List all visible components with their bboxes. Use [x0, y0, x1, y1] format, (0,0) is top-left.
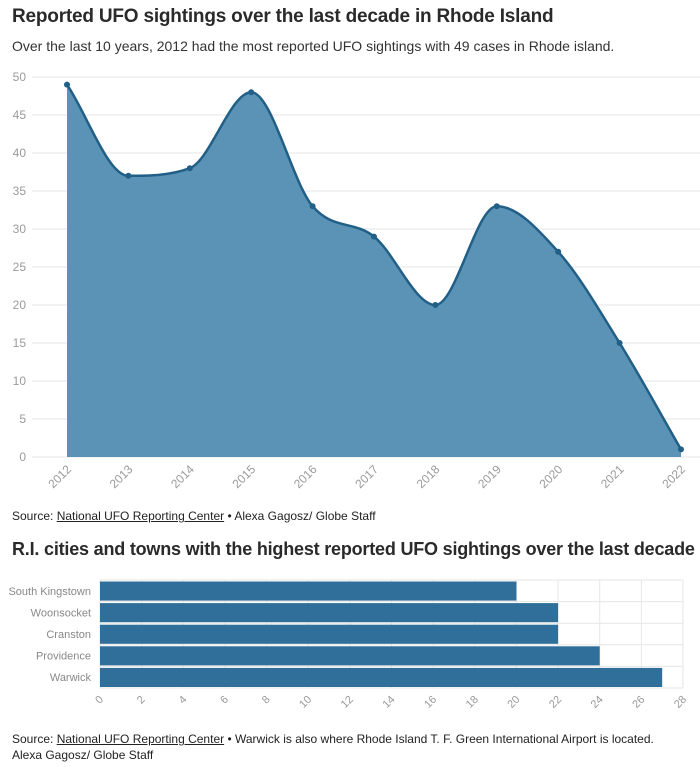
- source-credit: Alexa Gagosz/ Globe Staff: [12, 748, 154, 762]
- bar-woonsocket: [100, 603, 559, 623]
- bar-chart-title: R.I. cities and towns with the highest r…: [12, 539, 695, 559]
- category-label: Warwick: [50, 672, 92, 684]
- y-tick-label: 5: [19, 412, 26, 426]
- chart-title: Reported UFO sightings over the last dec…: [12, 6, 554, 27]
- x-tick-label: 6: [218, 694, 231, 707]
- x-tick-label: 22: [547, 694, 564, 711]
- data-point-2013: [125, 172, 132, 179]
- data-point-2021: [616, 340, 623, 346]
- x-tick-label: 2017: [352, 462, 381, 491]
- source-link[interactable]: National UFO Reporting Center: [56, 509, 225, 523]
- x-tick-label: 0: [93, 694, 106, 707]
- y-tick-label: 25: [13, 260, 27, 274]
- y-tick-label: 40: [13, 146, 27, 160]
- x-tick-label: 20: [505, 694, 522, 711]
- x-tick-label: 28: [672, 694, 689, 711]
- y-tick-label: 45: [13, 108, 27, 122]
- source-note: • Warwick is also where Rhode Island T. …: [224, 732, 654, 746]
- source-credit: • Alexa Gagosz/ Globe Staff: [224, 509, 376, 523]
- series-line: [65, 83, 683, 451]
- source-link[interactable]: National UFO Reporting Center: [56, 732, 225, 746]
- source-line-2: Source: National UFO Reporting Center • …: [12, 731, 654, 763]
- x-tick-label: 12: [339, 694, 356, 711]
- data-point-2022: [678, 446, 684, 453]
- y-tick-label: 30: [13, 222, 27, 236]
- data-point-2012: [64, 81, 70, 88]
- y-tick-label: 0: [19, 450, 26, 464]
- x-tick-label: 2018: [414, 462, 443, 491]
- bar-cranston: [100, 624, 559, 644]
- data-point-2015: [248, 89, 255, 96]
- y-tick-label: 20: [13, 298, 27, 312]
- category-label: Woonsocket: [31, 607, 91, 619]
- area-chart: 0 5 10 15 20 25 30 35 40 45 50 2012 2013 2014 2015 2016…: [13, 70, 700, 491]
- category-label: South Kingstown: [8, 586, 91, 598]
- x-tick-label: 2019: [475, 462, 504, 491]
- x-tick-label: 18: [464, 694, 481, 711]
- data-point-2019: [493, 203, 500, 210]
- x-tick-label: 2013: [107, 462, 136, 491]
- x-tick-label: 2014: [168, 462, 197, 491]
- x-tick-label: 10: [297, 694, 314, 711]
- y-tick-label: 50: [13, 70, 27, 84]
- bar-providence: [100, 646, 600, 666]
- x-tick-label: 2016: [291, 462, 320, 491]
- x-tick-label: 2022: [659, 462, 688, 491]
- x-tick-label: 16: [422, 694, 439, 711]
- x-tick-label: 2020: [537, 462, 566, 491]
- data-point-2020: [555, 248, 562, 255]
- bar-warwick: [100, 667, 663, 687]
- source-prefix: Source:: [12, 732, 57, 746]
- y-tick-label: 35: [13, 184, 27, 198]
- y-tick-label: 10: [13, 374, 27, 388]
- category-label: Providence: [36, 651, 91, 663]
- category-label: Cranston: [46, 629, 91, 641]
- x-tick-label: 24: [589, 694, 606, 711]
- y-tick-label: 15: [13, 336, 27, 350]
- x-tick-label: 8: [260, 694, 273, 707]
- area-fill: [67, 84, 681, 457]
- bar-south-kingstown: [100, 581, 517, 601]
- x-tick-label: 2015: [230, 462, 259, 491]
- data-point-2018: [432, 302, 439, 308]
- source-line-1: Source: National UFO Reporting Center • …: [12, 509, 376, 523]
- data-point-2016: [309, 203, 316, 210]
- source-prefix: Source:: [12, 509, 57, 523]
- data-point-2014: [186, 165, 193, 172]
- bar-chart: South Kingstown Woonsocket Cranston Provide…: [8, 579, 689, 711]
- x-tick-label: 4: [177, 694, 190, 707]
- x-tick-label: 2012: [45, 462, 74, 491]
- chart-subtitle: Over the last 10 years, 2012 had the mos…: [12, 38, 615, 54]
- data-point-2017: [371, 233, 377, 240]
- x-tick-label: 26: [630, 694, 647, 711]
- x-tick-label: 14: [380, 694, 397, 711]
- x-tick-label: 2021: [598, 462, 627, 491]
- x-tick-label: 2: [135, 694, 148, 707]
